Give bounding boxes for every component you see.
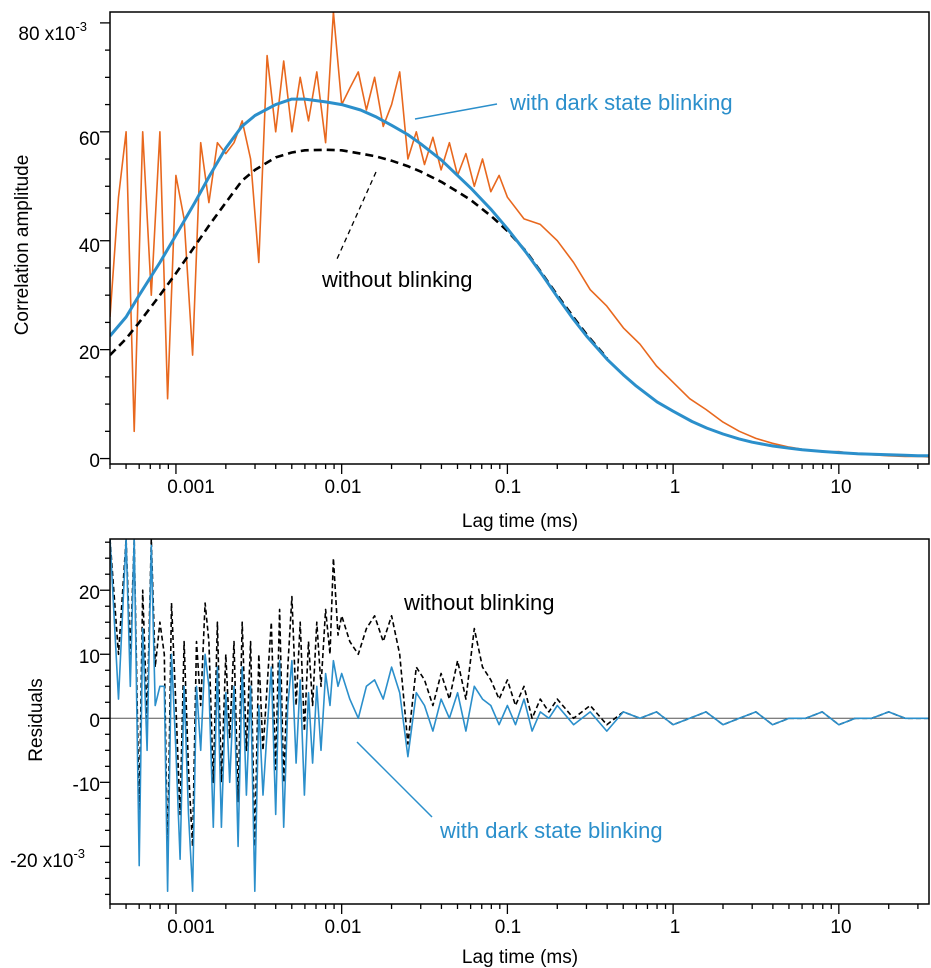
bottom-x-tick-label: 0.1 [495,917,521,938]
top-x-tick-label: 10 [830,477,851,498]
correlation-ticks [100,22,919,474]
top-x-tick-label: 0.1 [495,477,521,498]
bottom-x-tick-label: 0.01 [325,917,362,938]
top-x-tick-label: 1 [670,477,681,498]
residuals-plot-area [110,539,929,892]
correlation-plot-area [110,12,929,458]
correlation-series-fit-no-blink [110,148,609,360]
bottom-y-tick-label: 20 [79,583,100,604]
bottom-x-tick-label: 10 [830,917,851,938]
top-y-tick-exponent: -3 [75,19,87,34]
annotation-without-blinking-bottom: without blinking [403,590,554,615]
residuals-panel: 0.001 0.01 0.1 1 10 -20 x10-3 -10 0 10 2… [10,538,930,968]
top-y-tick-label: 60 [79,129,100,150]
residuals-series-with-blinking [110,539,929,892]
correlation-series-data [110,12,929,458]
top-y-tick-label: 20 [79,343,100,364]
bottom-x-tick-label: 0.001 [167,917,215,938]
top-x-tick-label: 0.001 [167,477,215,498]
residuals-ticks [100,541,919,914]
bottom-y-tick-label: 10 [79,647,100,668]
bottom-x-axis-title: Lag time (ms) [462,947,578,968]
annotation-without-blinking-top: without blinking [321,267,472,292]
annotation-leader-residual-blink [356,741,433,818]
top-x-axis-title: Lag time (ms) [462,511,578,532]
bottom-y-tick-exponent: -3 [73,846,85,861]
bottom-y-axis-title: Residuals [26,678,47,761]
bottom-x-tick-label: 1 [670,917,681,938]
top-x-tick-label: 0.01 [325,477,362,498]
bottom-y-tick-mantissa: -20 x10 [10,851,73,872]
annotation-with-blinking-top: with dark state blinking [509,90,733,115]
annotation-leader-fit [414,103,498,120]
top-y-tick-label: 0 [89,451,100,472]
top-y-tick-mantissa: 80 x10 [18,24,75,45]
bottom-y-tick-label: -20 x10-3 [10,846,85,872]
correlation-panel: 0.001 0.01 0.1 1 10 0 20 40 60 80 x10-3 … [12,11,930,532]
annotation-leader-no-blink [336,171,377,260]
correlation-plot-frame [109,11,930,465]
bottom-y-tick-label: -10 [73,775,100,796]
correlation-series-fit [110,97,929,458]
top-y-axis-title: Correlation amplitude [12,155,33,336]
top-y-tick-label: 80 x10-3 [18,19,87,45]
bottom-y-tick-label: 0 [89,711,100,732]
annotation-with-blinking-bottom: with dark state blinking [439,818,663,843]
top-y-tick-label: 40 [79,236,100,257]
residuals-plot-frame [109,538,930,905]
